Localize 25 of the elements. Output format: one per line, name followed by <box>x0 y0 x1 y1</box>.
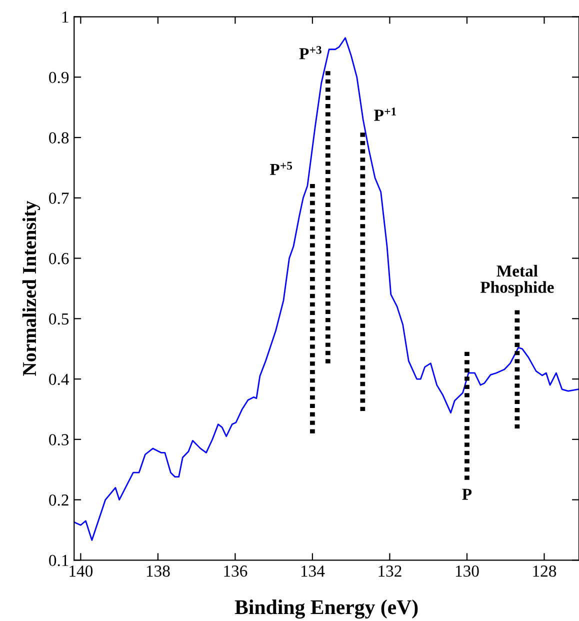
y-tick-label: 0.3 <box>49 434 69 446</box>
annotation: P$^{+3}$ <box>299 46 322 60</box>
x-axis-title: Binding Energy (eV) <box>234 600 418 619</box>
x-tick-label: 136 <box>224 566 248 577</box>
y-axis-title: Normalized Intensity <box>22 200 40 376</box>
y-tick-label: 0.9 <box>49 72 69 84</box>
x-tick-label: 130 <box>456 565 479 577</box>
annotation: Metal Phosphide <box>480 264 554 296</box>
y-tick-label: 1 <box>62 12 68 23</box>
y-tick-label: 0.4 <box>49 374 69 386</box>
x-tick-label: 132 <box>378 566 402 577</box>
annotation: P <box>462 488 472 500</box>
annotation: P$^{+1}$ <box>374 108 396 121</box>
x-tick-label: 134 <box>301 566 325 577</box>
y-tick-label: 0.6 <box>49 252 69 264</box>
y-tick-label: 0.7 <box>49 192 69 204</box>
y-tick-label: 0.2 <box>49 494 68 506</box>
x-tick-label: 138 <box>146 565 170 577</box>
line-series <box>74 37 579 541</box>
annotation: P$^{+5}$ <box>270 162 292 175</box>
y-tick-label: 0.5 <box>49 313 69 325</box>
x-tick-label: 128 <box>533 565 556 577</box>
y-tick-label: 0.8 <box>49 132 69 144</box>
x-tick-label: 140 <box>70 565 93 577</box>
y-tick-label: 0.1 <box>49 554 68 566</box>
